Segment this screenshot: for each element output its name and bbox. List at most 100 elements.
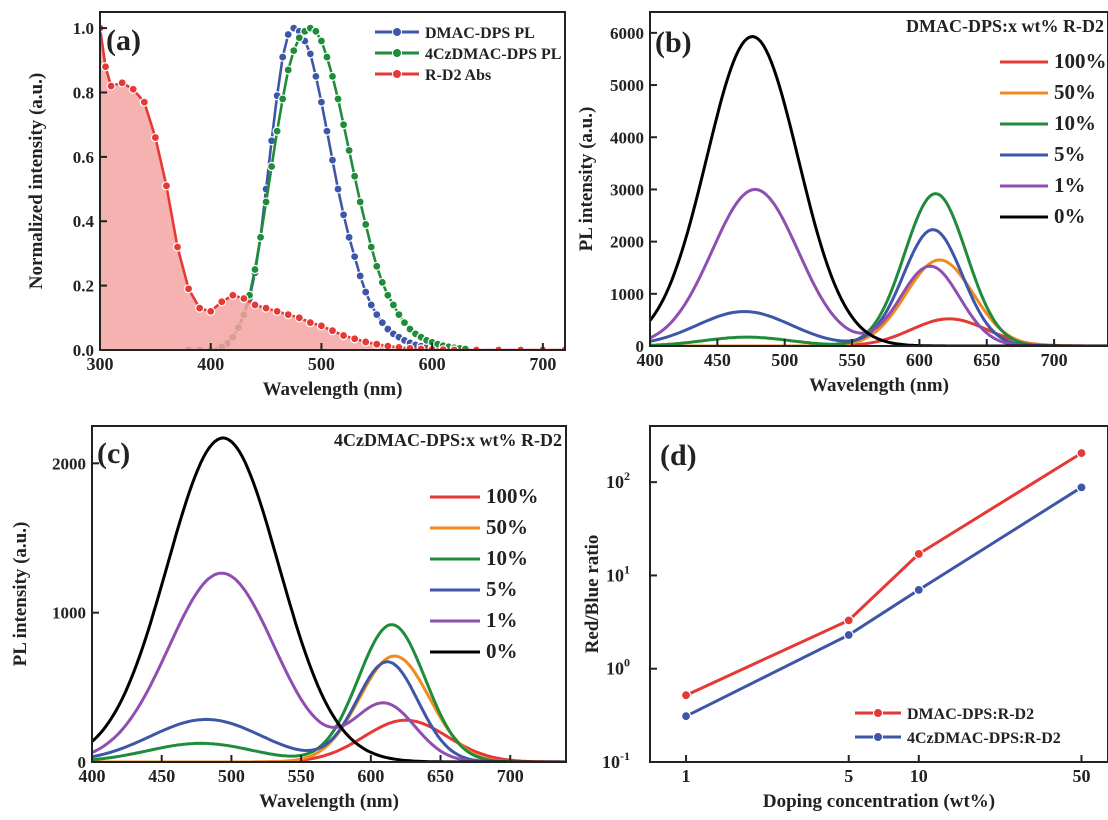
data-point [306,319,314,327]
x-tick-label: 400 [197,354,224,374]
data-point [262,198,270,206]
y-tick-label: 0.6 [73,148,94,167]
legend: DMAC-DPS PL4CzDMAC-DPS PLR-D2 Abs [375,25,561,84]
legend-title: DMAC-DPS:x wt% R-D2 [906,16,1104,36]
x-tick-label: 550 [839,350,866,370]
x-tick-label: 500 [308,354,335,374]
data-point [262,304,270,312]
x-axis-title: Wavelength (nm) [263,379,403,400]
legend-label: 10% [486,546,528,570]
data-point [251,266,259,274]
legend-label: 50% [1054,80,1096,104]
legend: DMAC-DPS:R-D2 4CzDMAC-DPS:R-D2 [855,706,1061,747]
y-axis-title: Red/Blue ratio [582,535,603,654]
data-point [240,294,248,302]
y-tick-label: 100 [606,656,630,679]
plot-area [682,449,1086,721]
data-point [284,311,292,319]
data-point [290,47,298,55]
data-point [102,63,110,71]
data-point [317,37,325,45]
data-point [406,344,414,352]
data-point [914,549,923,558]
data-point [362,338,370,346]
legend-title: 4CzDMAC-DPS:x wt% R-D2 [334,430,562,450]
data-point [306,50,314,58]
y-tick-label: 0.2 [73,277,94,296]
data-point [914,585,923,594]
legend-label: 0% [1054,204,1086,228]
data-point [317,98,325,106]
data-point [844,630,853,639]
series-line-4 [92,573,566,762]
data-point [373,311,381,319]
y-tick-label: 6000 [610,24,644,43]
y-tick-label: 4000 [610,128,644,147]
data-point [373,340,381,348]
legend-marker [393,70,402,79]
y-tick-label: 3000 [610,180,644,199]
data-point [395,311,403,319]
legend: 4CzDMAC-DPS:x wt% R-D2 100% 50% 10% 5% 1% 0% [334,430,562,663]
y-tick-label: 2000 [610,233,644,252]
y-axis-title: PL intensity (a.u.) [576,107,597,252]
data-point [196,304,204,312]
data-point [279,53,287,61]
data-point [351,335,359,343]
data-point [273,127,281,135]
data-point [373,262,381,270]
panel-label: (b) [655,26,692,59]
panel-d: 1 5 10 5010-1100101102Doping concentration … [582,426,1108,812]
data-point [384,342,392,350]
data-point [340,332,348,340]
legend-marker [393,28,402,37]
legend-label: 4CzDMAC-DPS PL [425,46,561,63]
legend-label: 1% [1054,173,1086,197]
y-tick-label: 1000 [610,285,644,304]
data-point [356,272,364,280]
x-axis-title: Wavelength (nm) [809,375,949,396]
legend-marker [874,709,883,718]
y-tick-label: 0.4 [73,212,95,231]
x-tick-label: 650 [427,766,454,786]
data-point [345,233,353,241]
x-tick-label: 450 [704,350,731,370]
y-tick-label: 102 [606,469,630,492]
data-point [351,253,359,261]
data-point [207,307,215,315]
y-tick-label: 101 [606,562,630,585]
data-point [334,95,342,103]
y-tick-label: 1000 [52,604,86,623]
series-line-0 [686,453,1081,695]
data-point [229,291,237,299]
x-tick-label: 550 [288,766,315,786]
y-axis-title: PL intensity (a.u.) [10,522,31,667]
legend-marker [874,733,883,742]
data-point [317,322,325,330]
data-point [174,243,182,251]
legend-label: 4CzDMAC-DPS:R-D2 [907,730,1061,747]
data-point [284,66,292,74]
data-point [140,98,148,106]
data-point [334,185,342,193]
data-point [844,616,853,625]
data-point [340,211,348,219]
data-point [389,301,397,309]
legend-label: R-D2 Abs [425,67,491,84]
data-point [1077,449,1086,458]
data-point [162,182,170,190]
data-point [367,301,375,309]
panel-label: (c) [97,437,130,470]
x-tick-label: 700 [529,354,556,374]
legend-label: 5% [486,577,518,601]
x-tick-label: 5 [844,766,853,786]
data-point [273,307,281,315]
data-point [384,291,392,299]
data-point [251,301,259,309]
y-tick-label: 0.0 [73,341,94,360]
panel-label: (d) [660,439,697,472]
series-line-1 [686,487,1081,716]
x-axis-title: Doping concentration (wt%) [763,791,995,812]
legend: DMAC-DPS:x wt% R-D2 100% 50% 10% 5% 1% 0% [906,16,1106,228]
